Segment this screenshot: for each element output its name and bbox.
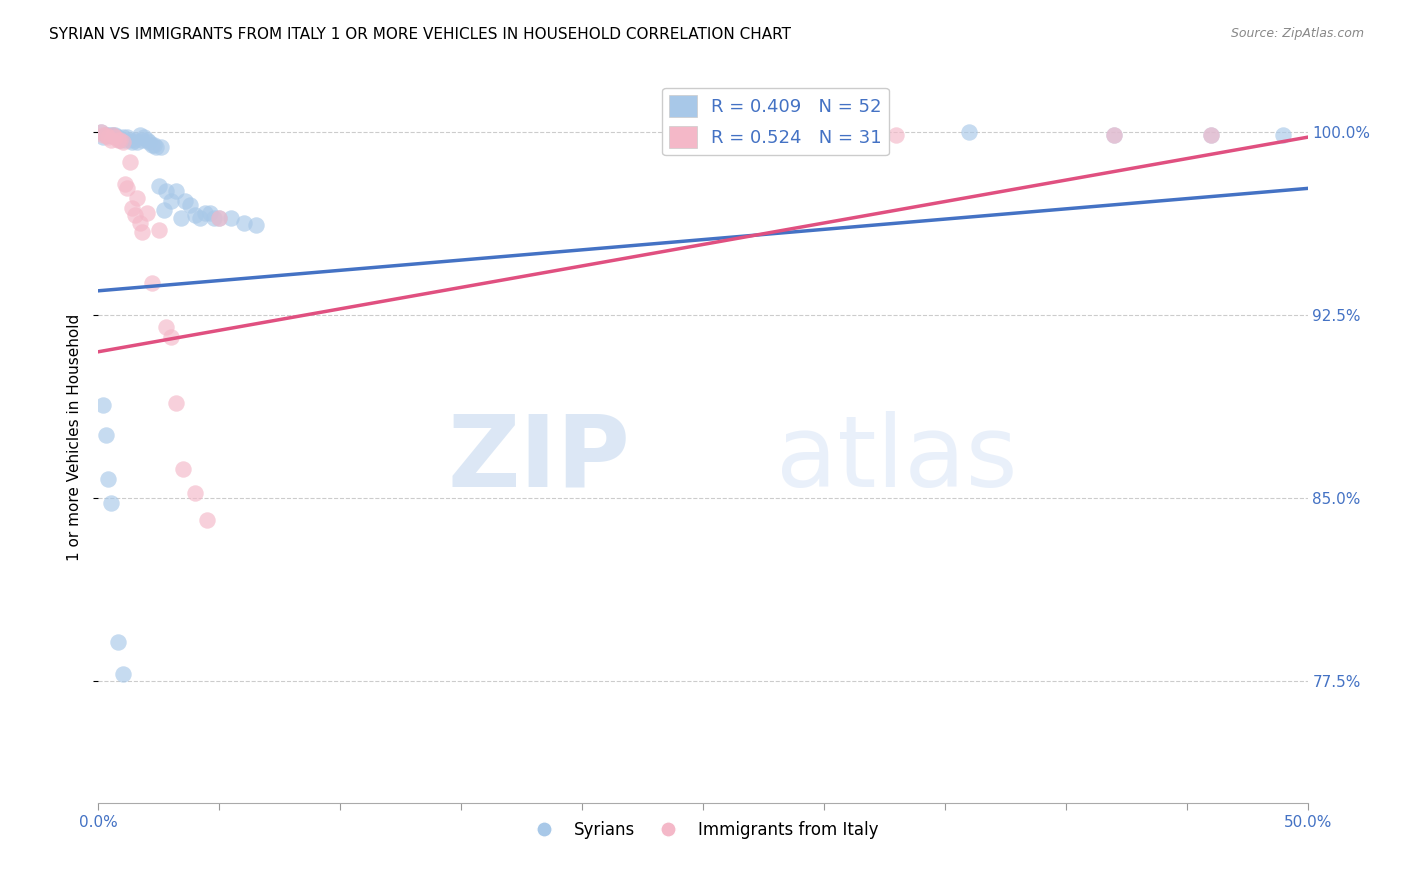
Point bbox=[94, 427, 117, 442]
Point bbox=[184, 486, 207, 500]
Point bbox=[145, 140, 167, 154]
Point bbox=[108, 133, 131, 147]
Point bbox=[194, 206, 217, 220]
Point bbox=[1272, 128, 1295, 142]
Legend: Syrians, Immigrants from Italy: Syrians, Immigrants from Italy bbox=[520, 814, 886, 846]
Point bbox=[100, 133, 122, 147]
Point bbox=[97, 471, 120, 485]
Point bbox=[204, 211, 226, 225]
Point bbox=[1102, 128, 1125, 142]
Point bbox=[1199, 128, 1222, 142]
Point bbox=[104, 128, 127, 142]
Point bbox=[91, 398, 114, 412]
Point bbox=[174, 194, 197, 208]
Point bbox=[172, 462, 194, 476]
Point bbox=[131, 225, 153, 239]
Point bbox=[155, 184, 177, 198]
Point bbox=[108, 133, 131, 147]
Point bbox=[886, 128, 908, 142]
Point bbox=[128, 128, 150, 142]
Text: SYRIAN VS IMMIGRANTS FROM ITALY 1 OR MORE VEHICLES IN HOUSEHOLD CORRELATION CHAR: SYRIAN VS IMMIGRANTS FROM ITALY 1 OR MOR… bbox=[49, 27, 792, 42]
Point bbox=[150, 140, 173, 154]
Point bbox=[111, 135, 134, 149]
Point bbox=[141, 277, 163, 291]
Point bbox=[148, 223, 170, 237]
Point bbox=[114, 177, 136, 191]
Text: atlas: atlas bbox=[776, 410, 1017, 508]
Point bbox=[118, 133, 141, 147]
Point bbox=[138, 135, 160, 149]
Point bbox=[195, 513, 218, 527]
Point bbox=[97, 130, 120, 145]
Point bbox=[101, 128, 124, 142]
Point bbox=[107, 635, 129, 649]
Point bbox=[104, 130, 127, 145]
Point bbox=[188, 211, 211, 225]
Point bbox=[117, 181, 139, 195]
Point bbox=[155, 320, 177, 334]
Point bbox=[245, 218, 267, 232]
Point bbox=[165, 184, 187, 198]
Point bbox=[117, 130, 139, 145]
Point bbox=[208, 211, 231, 225]
Point bbox=[141, 137, 163, 152]
Point bbox=[124, 133, 146, 147]
Point bbox=[107, 130, 129, 145]
Point bbox=[101, 128, 124, 142]
Point bbox=[111, 130, 134, 145]
Point bbox=[121, 201, 143, 215]
Text: Source: ZipAtlas.com: Source: ZipAtlas.com bbox=[1230, 27, 1364, 40]
Point bbox=[94, 128, 117, 142]
Point bbox=[127, 135, 149, 149]
Point bbox=[91, 128, 114, 142]
Point bbox=[107, 133, 129, 147]
Point bbox=[135, 206, 157, 220]
Y-axis label: 1 or more Vehicles in Household: 1 or more Vehicles in Household bbox=[67, 313, 83, 561]
Point bbox=[1102, 128, 1125, 142]
Point bbox=[232, 215, 254, 229]
Text: ZIP: ZIP bbox=[447, 410, 630, 508]
Point bbox=[121, 135, 143, 149]
Point bbox=[198, 206, 221, 220]
Point bbox=[100, 496, 122, 510]
Point bbox=[221, 211, 243, 225]
Point bbox=[165, 396, 187, 410]
Point bbox=[114, 133, 136, 147]
Point bbox=[90, 125, 112, 139]
Point bbox=[1199, 128, 1222, 142]
Point bbox=[97, 128, 120, 142]
Point bbox=[208, 211, 231, 225]
Point bbox=[160, 194, 183, 208]
Point bbox=[179, 198, 201, 212]
Point bbox=[169, 211, 191, 225]
Point bbox=[90, 125, 112, 139]
Point bbox=[184, 208, 207, 222]
Point bbox=[152, 203, 174, 218]
Point bbox=[957, 125, 980, 139]
Point bbox=[118, 154, 141, 169]
Point bbox=[94, 128, 117, 142]
Point bbox=[124, 208, 146, 222]
Point bbox=[127, 191, 149, 205]
Point bbox=[160, 330, 183, 344]
Point bbox=[91, 130, 114, 145]
Point bbox=[100, 128, 122, 142]
Point bbox=[134, 130, 156, 145]
Point bbox=[143, 137, 166, 152]
Point bbox=[128, 215, 150, 229]
Point bbox=[135, 133, 157, 147]
Point bbox=[111, 666, 134, 681]
Point bbox=[148, 178, 170, 193]
Point bbox=[131, 133, 153, 147]
